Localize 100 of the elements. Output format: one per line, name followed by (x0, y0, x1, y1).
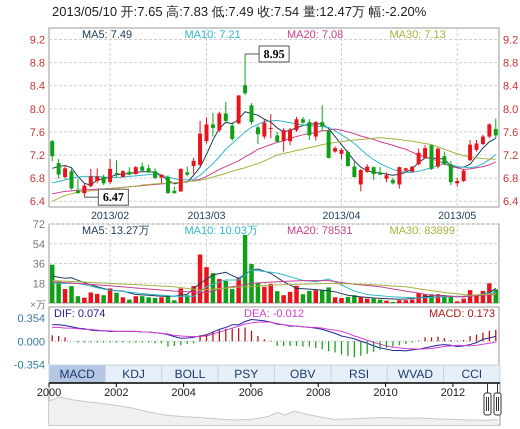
x-tick-label: 2008 (306, 387, 330, 399)
candlestick (474, 140, 478, 152)
series-label: DEA: -0.012 (244, 308, 304, 320)
x-tick-label: 2012 (440, 387, 466, 399)
bar (461, 298, 466, 303)
bar (242, 234, 248, 303)
y2-tick-label: 7.2 (503, 150, 518, 162)
bar (127, 300, 132, 303)
candlestick (462, 168, 466, 183)
bar (101, 295, 106, 303)
chart-title: 2013/05/10 开:7.65 高:7.83 低:7.49 收:7.54 量:12.47万 幅:-2.20% (52, 4, 427, 19)
y-tick-label: 8.0 (30, 104, 45, 116)
candlestick (204, 117, 208, 144)
line-series (52, 137, 496, 202)
candlestick (358, 168, 363, 192)
bar (262, 286, 267, 303)
bar (307, 290, 312, 303)
text: MA20: 78531 (287, 225, 352, 237)
candlestick (442, 151, 446, 166)
candlestick (372, 166, 376, 180)
bar (320, 290, 324, 303)
bar (300, 294, 306, 303)
x-tick-label: 2002 (104, 387, 129, 399)
bar (378, 300, 382, 303)
y-tick-label: -0.354 (14, 360, 45, 372)
bar (268, 284, 274, 303)
bar (152, 298, 158, 303)
y2-tick-label: 8.4 (503, 80, 518, 93)
series-label: DIF: 0.074 (54, 308, 106, 320)
candlestick (250, 102, 254, 125)
y2-tick-label: 6.8 (503, 173, 518, 186)
y2-tick-label: 8.0 (503, 104, 518, 116)
y2-tick-label: 6.4 (503, 196, 518, 208)
text: MA30: 7.13 (390, 29, 446, 41)
bar (82, 298, 87, 303)
candlestick (217, 111, 222, 132)
candlestick (50, 140, 54, 162)
x-tick-label: 2013/02 (91, 210, 130, 222)
bar (159, 297, 164, 303)
bar (120, 297, 126, 303)
bar (397, 300, 402, 303)
y-tick-label: 9.2 (30, 34, 45, 47)
candlestick (288, 127, 292, 146)
y-tick-label: 7.6 (30, 126, 45, 139)
bar (134, 296, 138, 303)
candlestick (340, 148, 344, 160)
candlestick (178, 168, 183, 192)
candlestick (436, 147, 440, 169)
x-tick-label: 2013/05 (438, 210, 476, 222)
bar (140, 296, 144, 303)
annotation: 6.47 (102, 190, 124, 204)
text: MA20: 7.08 (287, 29, 344, 41)
bar (404, 300, 408, 303)
candlestick (102, 174, 106, 186)
y-tick-label: 7.2 (30, 150, 45, 162)
candlestick (210, 112, 215, 138)
candlestick (63, 164, 68, 180)
bar (364, 298, 370, 303)
y-tick-label: 36 (32, 258, 45, 270)
candlestick (256, 125, 260, 145)
candlestick (384, 172, 388, 183)
candlestick (275, 131, 280, 143)
x-tick-label: 2000 (36, 387, 62, 399)
candlestick (468, 140, 472, 162)
bar (62, 289, 68, 303)
candlestick (108, 158, 112, 184)
bar (274, 291, 280, 303)
y-tick-label: 8.8 (30, 58, 45, 70)
text: CCI (461, 367, 482, 381)
text: WVAD (398, 367, 434, 381)
candlestick (430, 144, 434, 171)
bar (230, 289, 234, 303)
y-tick-label: 0.354 (17, 312, 45, 325)
bar (172, 300, 177, 303)
y-tick-label: 54 (32, 238, 45, 251)
series-label: MACD: 0.173 (428, 308, 495, 320)
text: MA5: 13.27万 (82, 225, 150, 237)
x-tick-label: 2010 (373, 387, 398, 399)
y-tick-label: 18 (32, 278, 45, 290)
bar (339, 298, 344, 303)
bar (146, 297, 151, 303)
candlestick (95, 168, 100, 184)
text: MACD (60, 367, 96, 381)
bar (294, 286, 299, 303)
x-tick-label: 2013/04 (322, 210, 361, 222)
text: MA5: 7.49 (82, 29, 132, 41)
bar (326, 287, 331, 303)
bar (94, 294, 100, 303)
candlestick (294, 116, 298, 132)
text: MA30: 83899 (390, 225, 455, 237)
bar (224, 280, 228, 303)
candlestick (352, 160, 356, 178)
candlestick (70, 168, 74, 190)
bar (281, 295, 286, 303)
bar (410, 300, 414, 303)
text: KDJ (122, 367, 145, 381)
candlestick (282, 127, 286, 152)
text: OBV (290, 367, 316, 381)
bar (314, 290, 318, 303)
x-tick-label: 2006 (238, 387, 264, 399)
